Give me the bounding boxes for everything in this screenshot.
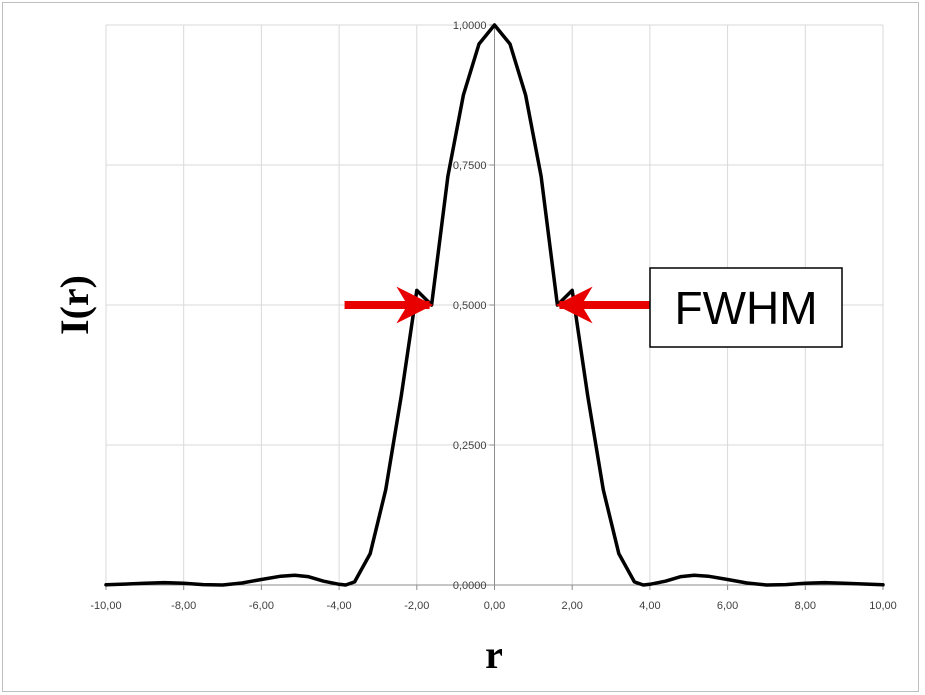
y-tick-label: 1,0000 <box>453 20 487 32</box>
y-tick-label: 0,0000 <box>453 580 487 592</box>
y-axis-title: I(r) <box>52 275 97 335</box>
fwhm-box <box>649 267 843 348</box>
x-tick-label: 6,00 <box>717 600 738 612</box>
x-tick-label: 2,00 <box>561 600 582 612</box>
x-tick-label: 0,00 <box>484 600 505 612</box>
y-tick-label: 0,2500 <box>453 440 487 452</box>
x-tick-label: -4,00 <box>327 600 352 612</box>
x-tick-label: -6,00 <box>249 600 274 612</box>
y-tick-label: 0,5000 <box>453 300 487 312</box>
x-tick-label: -2,00 <box>404 600 429 612</box>
series-line <box>104 23 885 587</box>
series-layer <box>104 23 885 587</box>
x-axis-title: r <box>485 632 503 677</box>
fwhm-label: FWHM <box>674 282 817 334</box>
x-tick-label: -10,00 <box>90 600 121 612</box>
x-tick-label: 10,00 <box>869 600 897 612</box>
y-tick-labels: 0,0000 0,2500 0,5000 0,7500 1,0000 <box>453 20 495 592</box>
y-tick-label: 0,7500 <box>453 160 487 172</box>
x-tick-labels: -10,00 -8,00 -6,00 -4,00 -2,00 0,00 2,00 4,00 6,… <box>90 585 897 612</box>
x-tick-label: 4,00 <box>639 600 660 612</box>
fwhm-annotation: FWHM <box>344 267 843 348</box>
x-tick-label: 8,00 <box>795 600 816 612</box>
x-tick-label: -8,00 <box>171 600 196 612</box>
